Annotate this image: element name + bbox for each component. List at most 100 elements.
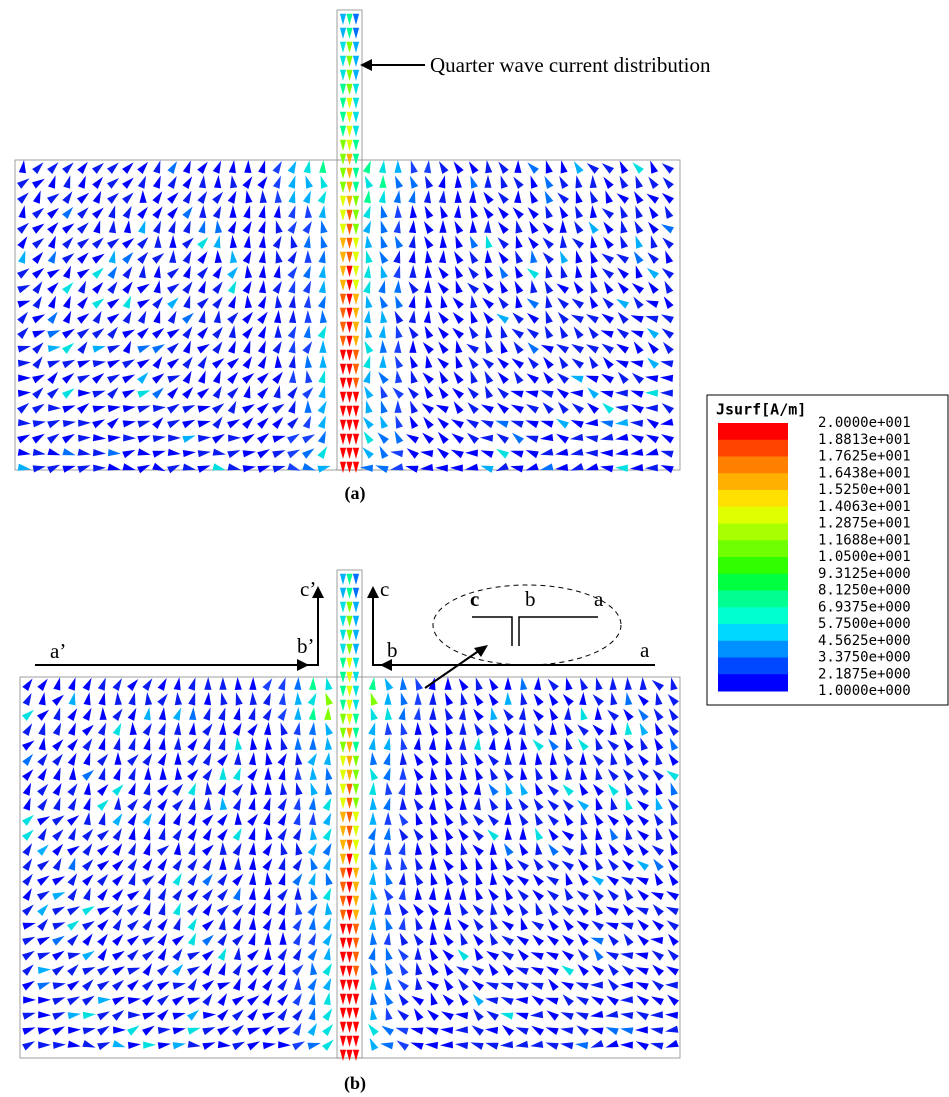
field-arrow (607, 889, 619, 901)
field-arrow (227, 358, 239, 369)
field-arrow (168, 449, 181, 456)
field-arrow (137, 299, 150, 308)
field-arrow (263, 797, 270, 810)
field-arrow (429, 857, 436, 870)
field-arrow (324, 992, 331, 1005)
field-arrow (353, 882, 359, 893)
field-arrow (439, 386, 449, 399)
field-arrow (128, 708, 137, 721)
field-arrow (53, 723, 61, 736)
field-arrow (445, 783, 453, 796)
field-arrow (346, 630, 352, 641)
field-arrow (310, 827, 317, 840)
field-arrow (654, 708, 664, 721)
field-arrow (52, 876, 65, 885)
field-arrow (197, 327, 208, 339)
field-arrow (173, 903, 181, 916)
field-arrow (153, 160, 160, 173)
field-arrow (37, 937, 50, 946)
field-arrow (424, 221, 434, 234)
field-arrow (353, 126, 359, 137)
field-arrow (243, 340, 250, 353)
field-arrow (275, 295, 282, 308)
field-arrow (579, 692, 586, 705)
field-arrow (430, 843, 439, 856)
field-arrow (232, 1010, 244, 1021)
field-arrow (578, 859, 589, 871)
field-arrow (218, 963, 226, 976)
field-arrow (326, 872, 333, 885)
field-arrow (547, 860, 559, 871)
field-arrow (122, 192, 134, 204)
field-arrow (233, 978, 241, 991)
field-arrow (262, 678, 272, 691)
field-arrow (308, 843, 317, 856)
field-arrow (410, 176, 418, 189)
field-arrow (143, 842, 150, 855)
field-arrow (646, 194, 659, 204)
field-arrow (128, 692, 135, 705)
field-arrow (319, 250, 326, 263)
field-arrow (456, 966, 469, 975)
field-arrow (395, 370, 402, 383)
field-arrow (97, 830, 109, 841)
field-arrow (383, 767, 390, 780)
field-arrow (385, 678, 394, 691)
field-arrow (369, 677, 376, 690)
field-arrow (483, 312, 494, 324)
field-arrow (452, 388, 464, 399)
field-arrow (504, 723, 514, 736)
field-arrow (620, 1012, 633, 1019)
field-arrow (123, 420, 136, 427)
field-arrow (370, 1038, 379, 1051)
field-arrow (32, 356, 42, 369)
field-arrow (561, 265, 568, 278)
field-arrow (607, 710, 619, 721)
field-arrow (652, 845, 664, 856)
field-arrow (385, 977, 392, 990)
field-arrow (452, 328, 464, 339)
field-arrow (52, 922, 65, 930)
field-arrow (511, 329, 524, 339)
field-arrow (651, 892, 664, 900)
field-arrow (340, 224, 346, 235)
field-arrow (596, 842, 603, 855)
legend-swatch (718, 524, 788, 541)
field-arrow (408, 387, 419, 399)
field-arrow (353, 322, 359, 333)
field-arrow (505, 692, 512, 705)
field-arrow (652, 920, 664, 931)
field-arrow (635, 221, 644, 234)
field-arrow (630, 331, 643, 338)
field-arrow (92, 254, 105, 264)
field-arrow (69, 692, 76, 705)
field-arrow (183, 450, 196, 457)
field-arrow (346, 826, 352, 837)
field-arrow (648, 177, 658, 190)
field-arrow (257, 403, 269, 414)
field-arrow (340, 112, 346, 123)
field-arrow (308, 1043, 321, 1050)
field-arrow (346, 70, 352, 81)
field-arrow (258, 356, 267, 369)
field-arrow (295, 767, 302, 780)
field-arrow (365, 341, 374, 354)
field-arrow (645, 316, 658, 323)
field-arrow (652, 950, 665, 960)
field-arrow (384, 888, 394, 901)
field-arrow (229, 160, 236, 173)
field-arrow (615, 390, 628, 397)
field-arrow (204, 692, 211, 705)
field-arrow (381, 265, 388, 278)
field-arrow (274, 310, 281, 323)
field-arrow (413, 829, 423, 842)
field-arrow (637, 830, 649, 841)
field-arrow (488, 889, 499, 901)
field-arrow (637, 784, 649, 796)
field-arrow (127, 980, 139, 991)
field-arrow (564, 753, 574, 766)
field-arrow (668, 799, 679, 811)
field-arrow (426, 981, 439, 991)
field-arrow (571, 315, 584, 324)
field-arrow (640, 738, 648, 751)
